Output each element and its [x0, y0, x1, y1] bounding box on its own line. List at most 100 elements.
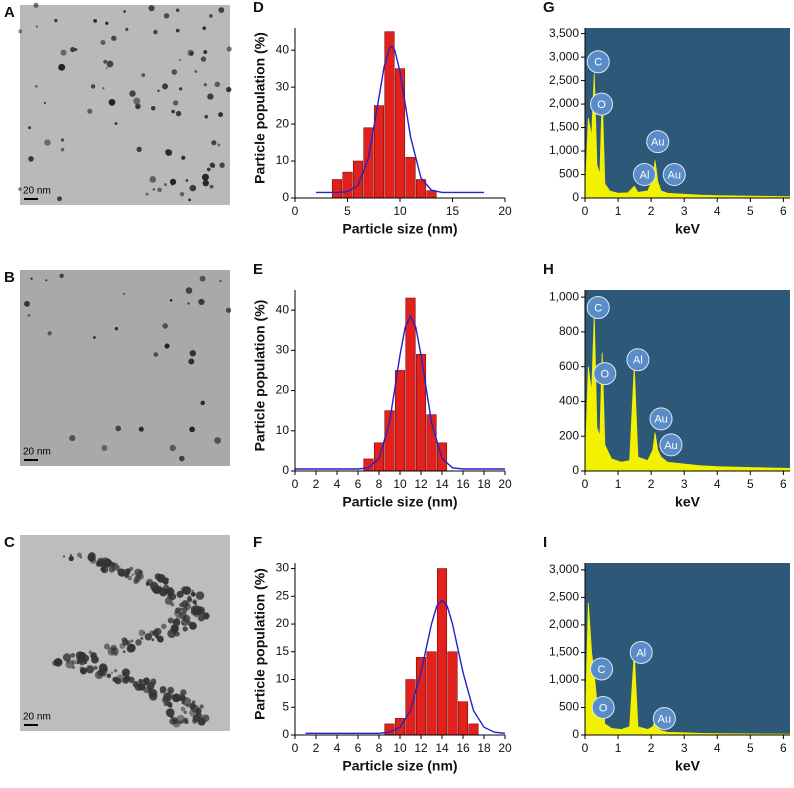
particle	[153, 682, 156, 685]
particle	[62, 555, 66, 558]
particle	[140, 636, 144, 640]
y-tick-label: 1,500	[549, 120, 579, 134]
peak-label: Au	[651, 137, 664, 149]
y-tick-label: 3,000	[549, 562, 579, 576]
peak-marker	[586, 296, 610, 320]
particle	[200, 400, 205, 406]
x-tick-label: 14	[435, 477, 449, 491]
bar	[415, 657, 427, 736]
particle	[179, 720, 183, 724]
particle	[69, 435, 76, 442]
particle	[184, 603, 192, 610]
particle	[179, 191, 185, 197]
particle	[47, 331, 52, 336]
particle	[18, 29, 23, 34]
bar	[352, 160, 364, 199]
fit-curve	[316, 45, 484, 194]
y-tick-label: 30	[276, 561, 290, 575]
particle	[88, 650, 93, 654]
particle	[88, 552, 96, 560]
y-tick-label: 1,000	[549, 143, 579, 157]
y-tick-label: 10	[276, 672, 290, 686]
particle	[189, 708, 198, 717]
bar	[426, 190, 437, 199]
particle	[148, 5, 155, 12]
particle	[122, 292, 125, 296]
y-tick-label: 2,500	[549, 590, 579, 604]
particle	[192, 600, 197, 604]
x-tick-label: 10	[393, 477, 407, 491]
y-tick-label: 0	[282, 463, 289, 477]
particle	[194, 603, 197, 606]
x-tick-label: 4	[334, 477, 341, 491]
panel-label: G	[543, 0, 555, 16]
fit-curve	[305, 599, 506, 735]
particle	[97, 563, 100, 566]
y-tick-label: 15	[276, 644, 290, 658]
bar	[457, 701, 469, 736]
particle	[105, 66, 108, 69]
x-tick-label: 3	[681, 204, 688, 218]
particle	[189, 426, 196, 433]
x-tick-label: 0	[292, 741, 299, 755]
particle	[204, 114, 209, 119]
particle	[196, 606, 205, 615]
particle	[187, 595, 191, 599]
particle	[179, 87, 183, 91]
particle	[162, 83, 169, 90]
x-tick-label: 4	[334, 741, 341, 755]
particle	[85, 665, 95, 674]
particle	[166, 708, 175, 717]
particle	[163, 13, 170, 19]
y-tick-label: 40	[276, 42, 290, 56]
particle	[189, 350, 196, 357]
particle	[164, 597, 173, 605]
particle	[198, 615, 205, 622]
peak-marker	[586, 50, 610, 74]
particle	[76, 661, 79, 665]
particle	[217, 143, 221, 147]
particle	[69, 553, 73, 557]
particle	[125, 27, 129, 31]
particle	[169, 178, 177, 186]
particle	[157, 89, 160, 93]
y-tick-label: 1,000	[549, 289, 579, 303]
y-tick-label: 500	[559, 700, 579, 714]
y-tick-label: 1,000	[549, 672, 579, 686]
particle	[181, 701, 185, 705]
x-tick-label: 18	[477, 477, 491, 491]
tem-image	[20, 5, 230, 205]
x-tick-label: 20	[498, 741, 512, 755]
fit-curve	[295, 314, 505, 470]
particle	[144, 633, 152, 641]
y-tick-label: 1,500	[549, 645, 579, 659]
x-tick-label: 3	[681, 477, 688, 491]
particle	[106, 673, 112, 678]
y-tick-label: 40	[276, 302, 290, 316]
particle	[226, 86, 232, 93]
particle	[102, 87, 105, 90]
y-axis-title: Particle population (%)	[252, 300, 268, 452]
particle	[90, 557, 97, 564]
particle	[175, 8, 180, 12]
particle	[159, 686, 167, 693]
particle	[70, 652, 76, 658]
peak-label: O	[597, 99, 606, 111]
particle	[169, 689, 172, 692]
peak-marker	[659, 433, 683, 457]
particle	[183, 717, 189, 723]
y-tick-label: 25	[276, 588, 290, 602]
particle	[60, 147, 65, 152]
particle	[106, 60, 114, 68]
peak-label: Au	[664, 440, 677, 452]
particle	[178, 59, 181, 62]
particle	[24, 300, 30, 307]
peak-label: Au	[654, 414, 667, 426]
x-tick-label: 12	[414, 741, 428, 755]
particle	[199, 275, 206, 282]
particle	[171, 627, 178, 635]
particle	[79, 666, 84, 671]
particle	[179, 611, 187, 620]
particle	[219, 162, 225, 168]
particle	[101, 445, 108, 451]
